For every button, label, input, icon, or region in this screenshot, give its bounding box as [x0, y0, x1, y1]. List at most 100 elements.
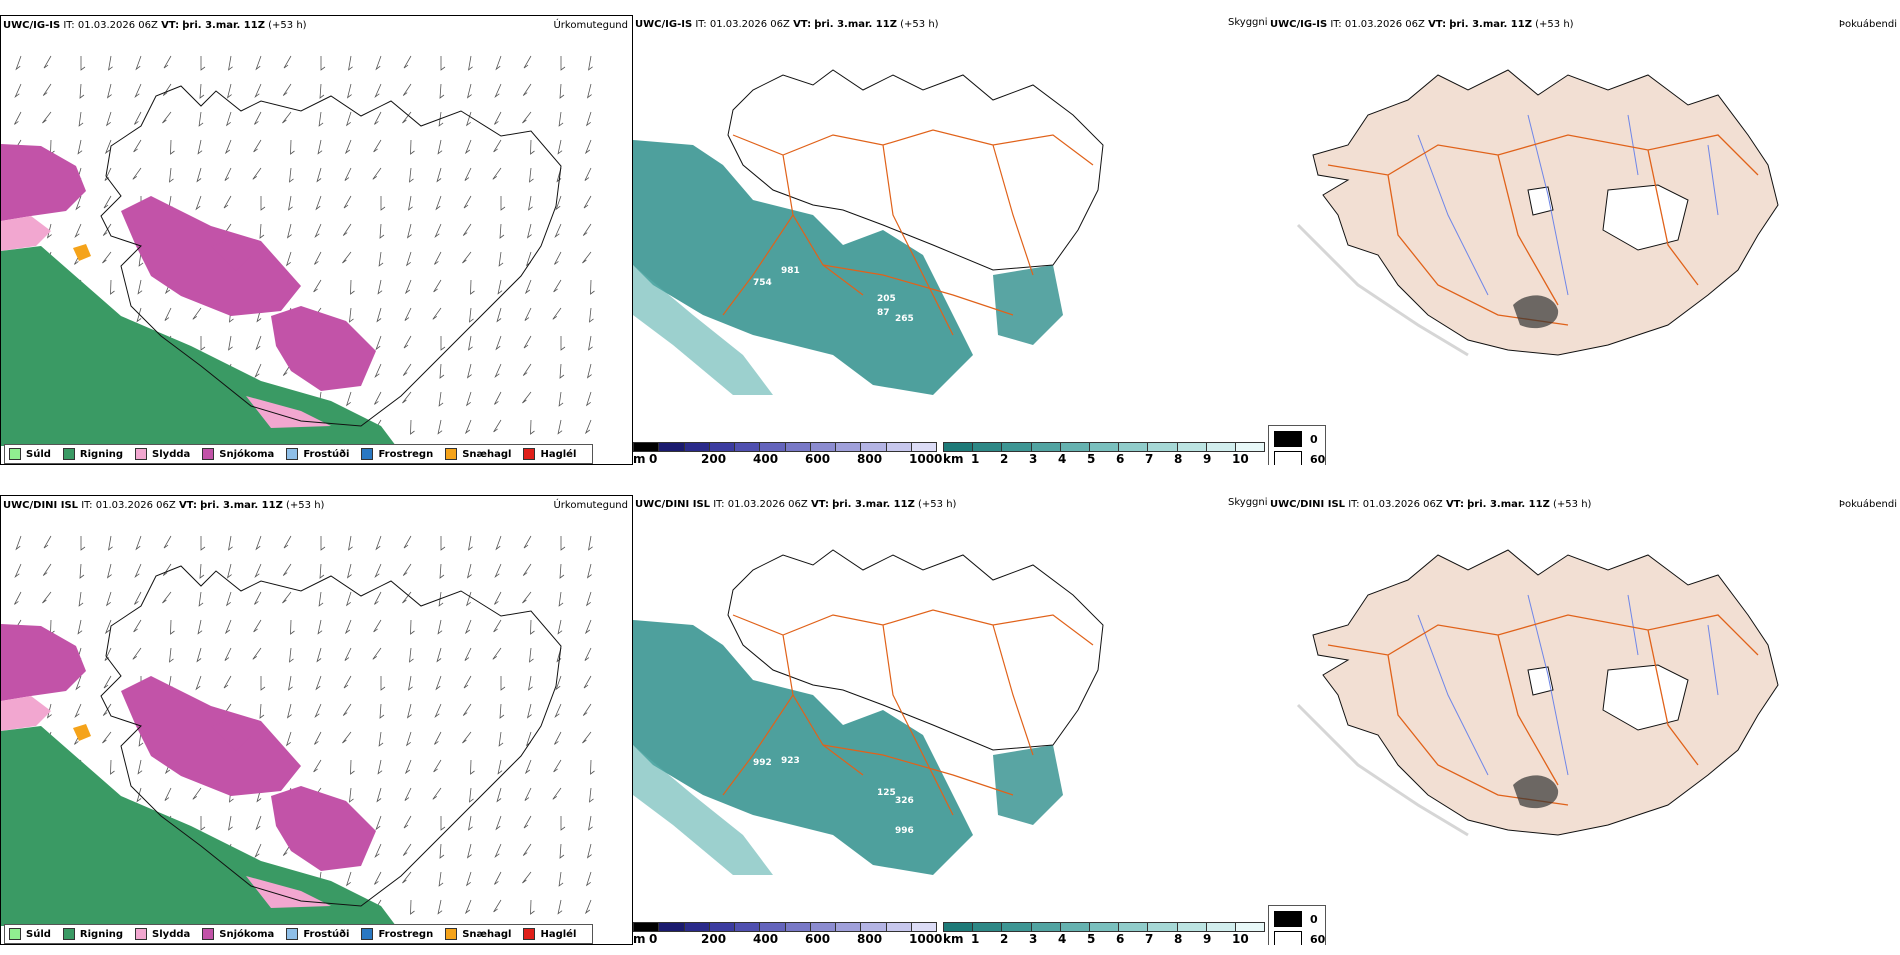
forecast-row: UWC/IG-IS IT: 01.03.2026 06Z VT: þri. 3.… [0, 0, 1900, 475]
wind-barb [438, 391, 444, 407]
lead-time: (+53 h) [918, 499, 957, 510]
wind-barb [439, 843, 445, 859]
wind-barb [134, 111, 142, 125]
wind-barb [346, 83, 352, 99]
wind-barb [465, 391, 472, 407]
wind-barb [14, 83, 22, 99]
legend-label: Haglél [540, 928, 577, 940]
legend-item: Súld [9, 928, 51, 940]
low-visibility-region [993, 745, 1063, 825]
wind-barb [373, 619, 382, 633]
fog-legend-item: 0 [1274, 911, 1318, 927]
wind-barb [438, 111, 444, 127]
legend-label: Rigning [79, 448, 124, 460]
lead-time: (+53 h) [286, 500, 325, 511]
wind-barb [42, 111, 52, 124]
wind-barb [559, 363, 565, 379]
colorbar-cell [760, 923, 786, 931]
wind-barb [343, 675, 352, 689]
fog-panel: UWC/DINI ISL IT: 01.03.2026 06Z VT: þri.… [1268, 495, 1900, 945]
legend-swatch [523, 928, 536, 940]
wind-barb [103, 195, 112, 209]
legend-label: Frostregn [378, 448, 434, 460]
precip-type-panel: UWC/IG-IS IT: 01.03.2026 06Z VT: þri. 3.… [0, 15, 633, 465]
wind-barb [318, 111, 324, 127]
legend-label: Snæhagl [462, 928, 512, 940]
wind-barb [582, 223, 592, 236]
wind-barb [437, 899, 443, 915]
vt-value: þri. 3.mar. 11Z [1467, 499, 1550, 510]
visibility-tick: 5 [1087, 452, 1096, 465]
wind-barb [584, 899, 592, 915]
wind-barb [342, 223, 352, 236]
wind-barb [402, 363, 412, 376]
model-name: UWC/DINI ISL [3, 500, 79, 511]
panel-header: UWC/DINI ISL IT: 01.03.2026 06Z VT: þri.… [1270, 499, 1591, 510]
wind-barb [199, 83, 205, 99]
wind-barb [374, 871, 382, 885]
vt-value: þri. 3.mar. 11Z [814, 19, 897, 30]
wind-barb [135, 535, 142, 551]
wind-barb [260, 196, 266, 211]
colorbar-cell [735, 443, 761, 451]
snow-region [271, 306, 376, 391]
wind-barb [492, 647, 502, 660]
wind-barb [557, 419, 563, 435]
wind-barb [498, 251, 504, 267]
wind-barb [462, 703, 472, 716]
wind-barb [524, 307, 532, 321]
wind-barb [582, 703, 592, 716]
wind-barb [380, 196, 386, 211]
low-visibility-region [633, 140, 973, 395]
spot-label: 992 [753, 758, 772, 768]
wind-barb [104, 139, 112, 155]
wind-barb [254, 843, 262, 859]
wind-barb [409, 167, 414, 183]
wind-barb [377, 759, 383, 775]
elevation-bar [633, 442, 937, 452]
wind-barb [380, 676, 386, 691]
wind-barb [522, 83, 532, 96]
wind-barb [316, 167, 322, 183]
wind-barb [226, 563, 232, 579]
wind-barb [349, 787, 354, 803]
fog-map [1296, 69, 1779, 357]
wind-barb [106, 563, 112, 579]
colorbar-cell [785, 923, 811, 931]
fog-legend: 0 60 [1268, 425, 1326, 465]
legend-swatch [62, 928, 75, 940]
wind-barb [494, 111, 502, 125]
wind-barb [163, 535, 172, 549]
legend-label: Frostúði [303, 928, 350, 940]
wind-barb [523, 535, 532, 549]
lead-time: (+53 h) [1535, 19, 1574, 30]
lead-time: (+53 h) [268, 20, 307, 31]
wind-barb [282, 563, 292, 576]
wind-barb [135, 55, 142, 71]
colorbar-cell [1002, 923, 1032, 931]
wind-barb [350, 759, 355, 775]
wind-barb [374, 391, 382, 405]
wind-barb [558, 591, 564, 607]
sleet-region [1, 696, 51, 731]
visibility-tick: 1 [971, 452, 980, 465]
fog-plume [1296, 223, 1469, 357]
wind-barb [314, 731, 322, 745]
wind-barb [79, 83, 85, 99]
wind-barb [493, 419, 502, 433]
wind-barb [494, 871, 502, 885]
wind-barb [315, 195, 322, 211]
fog-legend-label: 60 [1310, 452, 1326, 466]
wind-barb [583, 675, 592, 689]
wind-barb [465, 111, 472, 127]
wind-barb [374, 83, 382, 99]
wind-barb [105, 111, 112, 127]
elevation-tick: 800 [857, 452, 883, 465]
colorbar-cell [886, 443, 912, 451]
legend-item: Frostúði [286, 448, 349, 460]
it-value: 01.03.2026 06Z [727, 499, 808, 510]
wind-barb [493, 899, 502, 913]
snow-region [271, 786, 376, 871]
colorbar-cell [810, 923, 836, 931]
wind-barb [588, 335, 593, 351]
